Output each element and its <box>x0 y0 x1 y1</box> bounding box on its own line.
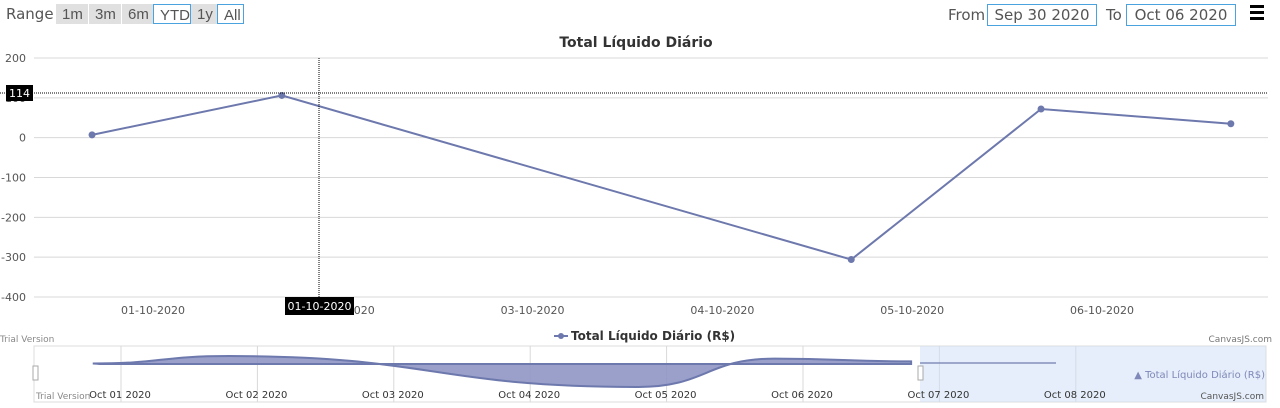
watermark-trial-bottom: Trial Version <box>35 392 90 402</box>
navigator-tick-label: Oct 05 2020 <box>635 390 697 401</box>
range-button-all[interactable]: All <box>217 4 244 24</box>
y-tick-label: 0 <box>19 132 26 145</box>
x-tick-label: 01-10-2020 <box>121 304 185 317</box>
range-button-3m[interactable]: 3m <box>89 4 121 24</box>
range-button-6m[interactable]: 6m <box>122 4 153 24</box>
navigator-ghost-legend: ▲ Total Líquido Diário (R$) <box>1134 369 1265 381</box>
crosshair-x-label: 01-10-2020 <box>285 297 354 315</box>
watermark-trial-top: Trial Version <box>0 335 54 345</box>
navigator-tick-label: Oct 06 2020 <box>771 390 833 401</box>
navigator-tick-labels: Oct 01 2020 Oct 02 2020 Oct 03 2020 Oct 04 … <box>89 390 1106 401</box>
navigator-left-handle[interactable] <box>32 365 39 381</box>
y-gridlines <box>34 57 1268 298</box>
legend-label: Total Líquido Diário (R$) <box>571 329 735 343</box>
x-axis-labels: 01-10-202002-10-202003-10-202004-10-2020… <box>121 304 1134 317</box>
navigator-tick-label: Oct 08 2020 <box>1044 390 1106 401</box>
chart-title: Total Líquido Diário <box>559 35 713 51</box>
data-point[interactable] <box>1227 120 1235 128</box>
watermark-canvasjs-bottom: CanvasJS.com <box>1201 392 1264 402</box>
range-button-1y[interactable]: 1y <box>191 4 217 24</box>
to-label: To <box>1106 6 1122 24</box>
navigator-tick-label: Oct 04 2020 <box>498 390 560 401</box>
from-label: From <box>948 6 986 24</box>
toolbar: Range 1m 3m 6m YTD 1y All From To <box>0 0 1280 30</box>
range-button-1m[interactable]: 1m <box>56 4 88 24</box>
series-points[interactable] <box>88 91 1235 264</box>
navigator-area <box>92 355 913 388</box>
navigator-right-handle[interactable] <box>917 365 924 381</box>
y-tick-label: -400 <box>1 291 26 304</box>
y-tick-label: -300 <box>1 251 26 264</box>
crosshair-y-text: 114 <box>9 87 30 100</box>
navigator-tick-label: Oct 02 2020 <box>225 390 287 401</box>
navigator: Oct 01 2020 Oct 02 2020 Oct 03 2020 Oct 04 … <box>32 345 1267 403</box>
y-tick-label: -200 <box>1 211 26 224</box>
navigator-tick-label: Oct 03 2020 <box>362 390 424 401</box>
legend[interactable]: Total Líquido Diário (R$) <box>554 329 735 343</box>
y-tick-label: -100 <box>1 172 26 185</box>
hamburger-menu-icon[interactable] <box>1250 5 1264 21</box>
crosshair-x-text: 01-10-2020 <box>288 300 352 313</box>
range-button-ytd[interactable]: YTD <box>153 4 191 24</box>
range-label: Range <box>6 5 54 23</box>
crosshair-y-label: 114 <box>6 85 33 101</box>
watermark-canvasjs-top: CanvasJS.com <box>1209 335 1272 345</box>
data-point[interactable] <box>1037 105 1045 113</box>
to-date-input[interactable] <box>1126 4 1236 26</box>
data-point[interactable] <box>847 256 855 264</box>
navigator-unselected-region <box>920 346 1266 402</box>
x-tick-label: 06-10-2020 <box>1070 304 1134 317</box>
x-tick-label: 03-10-2020 <box>501 304 565 317</box>
y-tick-label: 200 <box>5 52 26 65</box>
x-tick-label: 04-10-2020 <box>690 304 754 317</box>
navigator-tick-label: Oct 01 2020 <box>89 390 151 401</box>
navigator-tick-label: Oct 07 2020 <box>907 390 969 401</box>
x-tick-label: 05-10-2020 <box>880 304 944 317</box>
legend-marker-dot <box>558 333 564 339</box>
from-date-input[interactable] <box>987 4 1097 26</box>
data-point[interactable] <box>278 91 286 99</box>
data-point[interactable] <box>88 131 96 139</box>
